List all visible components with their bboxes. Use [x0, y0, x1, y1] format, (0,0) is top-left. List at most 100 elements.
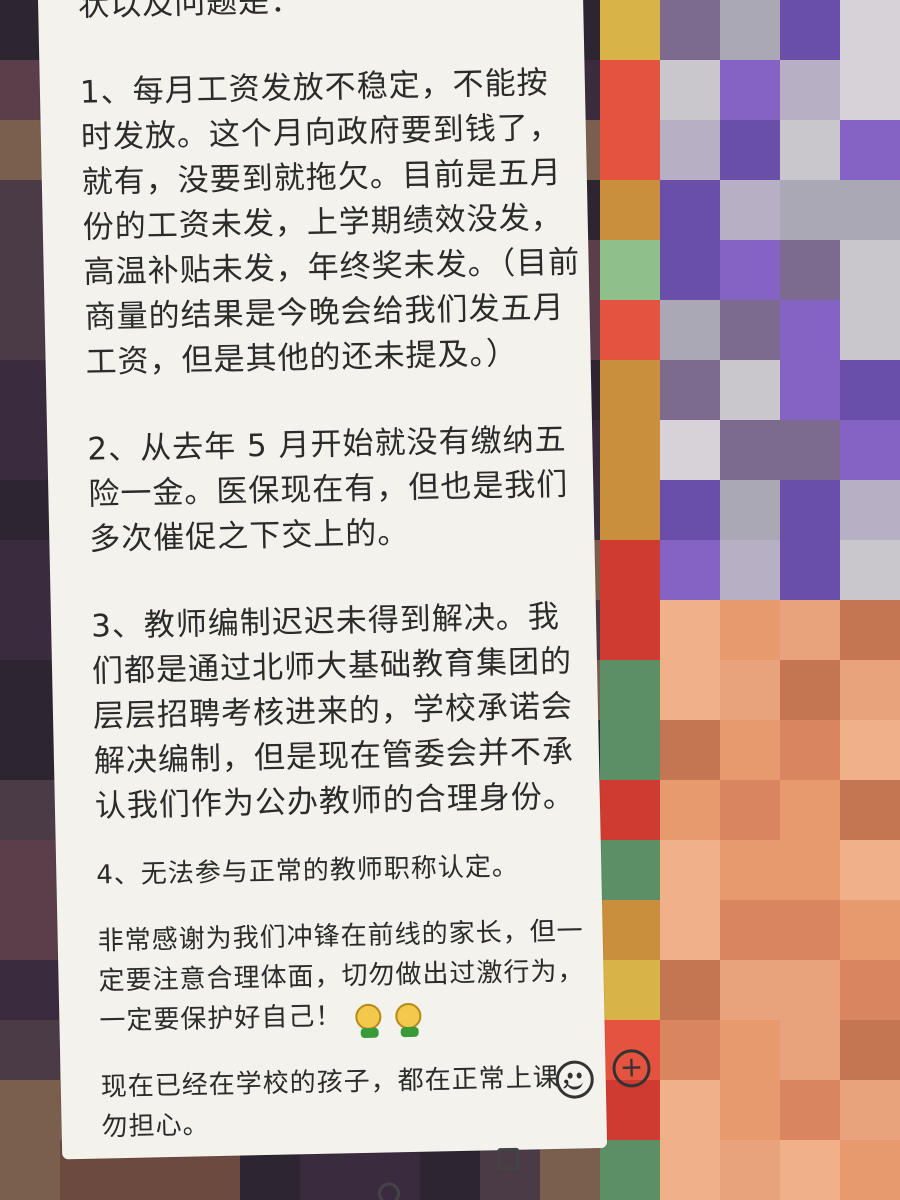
- mosaic-tile: [840, 480, 900, 540]
- mosaic-tile: [660, 660, 720, 720]
- mosaic-tile: [840, 600, 900, 660]
- mosaic-tile: [780, 120, 840, 180]
- mosaic-tile: [660, 600, 720, 660]
- mosaic-tile: [840, 120, 900, 180]
- mosaic-tile: [720, 600, 780, 660]
- mosaic-tile: [840, 240, 900, 300]
- phone-screen: 状以及问题是： 1、每月工资发放不稳定，不能按时发放。这个月向政府要到钱了，就有…: [18, 0, 673, 1200]
- mosaic-tile: [840, 1080, 900, 1140]
- mosaic-tile: [780, 300, 840, 360]
- mosaic-tile: [840, 420, 900, 480]
- mosaic-tile: [720, 840, 780, 900]
- message-children: 现在已经在学校的孩子，都在正常上课，勿担心。: [100, 1062, 588, 1143]
- mosaic-tile: [660, 840, 720, 900]
- mosaic-tile: [600, 960, 660, 1020]
- mosaic-tile: [780, 960, 840, 1020]
- mosaic-tile: [720, 240, 780, 300]
- mosaic-tile: [660, 960, 720, 1020]
- mosaic-tile: [660, 900, 720, 960]
- message-thanks: 非常感谢为我们冲锋在前线的家长，但一定要注意合理体面，切勿做出过激行为，一定要保…: [97, 911, 599, 1041]
- mosaic-tile: [660, 720, 720, 780]
- mosaic-tile: [600, 300, 660, 360]
- mosaic-tile: [780, 480, 840, 540]
- mosaic-tile: [600, 180, 660, 240]
- mosaic-tile: [660, 360, 720, 420]
- mosaic-tile: [660, 300, 720, 360]
- emoji-face-icon: [355, 1003, 382, 1030]
- mosaic-tile: [780, 900, 840, 960]
- mosaic-tile: [840, 60, 900, 120]
- mosaic-tile: [0, 960, 60, 1020]
- mosaic-tile: [840, 840, 900, 900]
- mosaic-tile: [0, 720, 60, 780]
- mosaic-tile: [780, 60, 840, 120]
- message-item-3: 3、教师编制迟迟未得到解决。我们都是通过北师大基础教育集团的层层招聘考核进来的，…: [90, 598, 576, 825]
- message-intro: 状以及问题是：: [77, 0, 303, 24]
- mosaic-tile: [840, 360, 900, 420]
- mosaic-tile: [780, 1140, 840, 1200]
- mosaic-tile: [780, 780, 840, 840]
- mosaic-tile: [840, 300, 900, 360]
- mosaic-tile: [600, 780, 660, 840]
- mosaic-tile: [660, 1020, 720, 1080]
- mosaic-tile: [660, 1140, 720, 1200]
- mosaic-tile: [0, 1140, 60, 1200]
- mosaic-tile: [780, 1080, 840, 1140]
- mosaic-tile: [600, 360, 660, 420]
- mosaic-tile: [780, 420, 840, 480]
- mosaic-tile: [720, 540, 780, 600]
- message-item-4: 4、无法参与正常的教师职称认定。: [96, 851, 520, 891]
- mosaic-tile: [600, 540, 660, 600]
- mosaic-tile: [660, 240, 720, 300]
- emoji-face-icon: [394, 1002, 422, 1029]
- mosaic-tile: [0, 660, 60, 720]
- mosaic-tile: [0, 1020, 60, 1080]
- chat-message-bubble: 状以及问题是： 1、每月工资发放不稳定，不能按时发放。这个月向政府要到钱了，就有…: [37, 0, 608, 1160]
- message-item-2: 2、从去年 5 月开始就没有缴纳五险一金。医保现在有，但也是我们多次催促之下交上…: [87, 421, 569, 558]
- mosaic-tile: [660, 0, 720, 60]
- mosaic-tile: [720, 720, 780, 780]
- mosaic-tile: [720, 60, 780, 120]
- mosaic-tile: [0, 1080, 60, 1140]
- mosaic-tile: [780, 0, 840, 60]
- mosaic-tile: [780, 540, 840, 600]
- mosaic-tile: [720, 780, 780, 840]
- mosaic-tile: [840, 1140, 900, 1200]
- mosaic-tile: [840, 720, 900, 780]
- mosaic-tile: [600, 900, 660, 960]
- mosaic-tile: [660, 60, 720, 120]
- mosaic-tile: [600, 120, 660, 180]
- mosaic-tile: [720, 480, 780, 540]
- home-icon[interactable]: [377, 1182, 401, 1200]
- mosaic-tile: [840, 1020, 900, 1080]
- mosaic-tile: [720, 1080, 780, 1140]
- mosaic-tile: [600, 1080, 660, 1140]
- mosaic-tile: [780, 840, 840, 900]
- mosaic-tile: [720, 420, 780, 480]
- chat-message-text: 状以及问题是： 1、每月工资发放不稳定，不能按时发放。这个月向政府要到钱了，就有…: [78, 0, 603, 1189]
- mosaic-tile: [600, 480, 660, 540]
- mosaic-tile: [720, 360, 780, 420]
- mosaic-tile: [720, 1140, 780, 1200]
- mosaic-tile: [720, 660, 780, 720]
- recent-apps-icon[interactable]: [497, 1147, 520, 1171]
- mosaic-tile: [600, 240, 660, 300]
- mosaic-tile: [780, 600, 840, 660]
- mosaic-tile: [660, 780, 720, 840]
- mosaic-tile: [840, 960, 900, 1020]
- mosaic-tile: [720, 300, 780, 360]
- mosaic-tile: [780, 180, 840, 240]
- mosaic-tile: [600, 600, 660, 660]
- mosaic-tile: [0, 900, 60, 960]
- mosaic-tile: [600, 0, 660, 60]
- mosaic-tile: [840, 180, 900, 240]
- mosaic-tile: [720, 960, 780, 1020]
- mosaic-tile: [840, 0, 900, 60]
- mosaic-tile: [660, 540, 720, 600]
- mosaic-tile: [600, 1020, 660, 1080]
- mosaic-tile: [600, 660, 660, 720]
- mosaic-tile: [660, 180, 720, 240]
- mosaic-tile: [660, 480, 720, 540]
- mosaic-tile: [780, 360, 840, 420]
- plus-button[interactable]: +: [612, 1048, 651, 1088]
